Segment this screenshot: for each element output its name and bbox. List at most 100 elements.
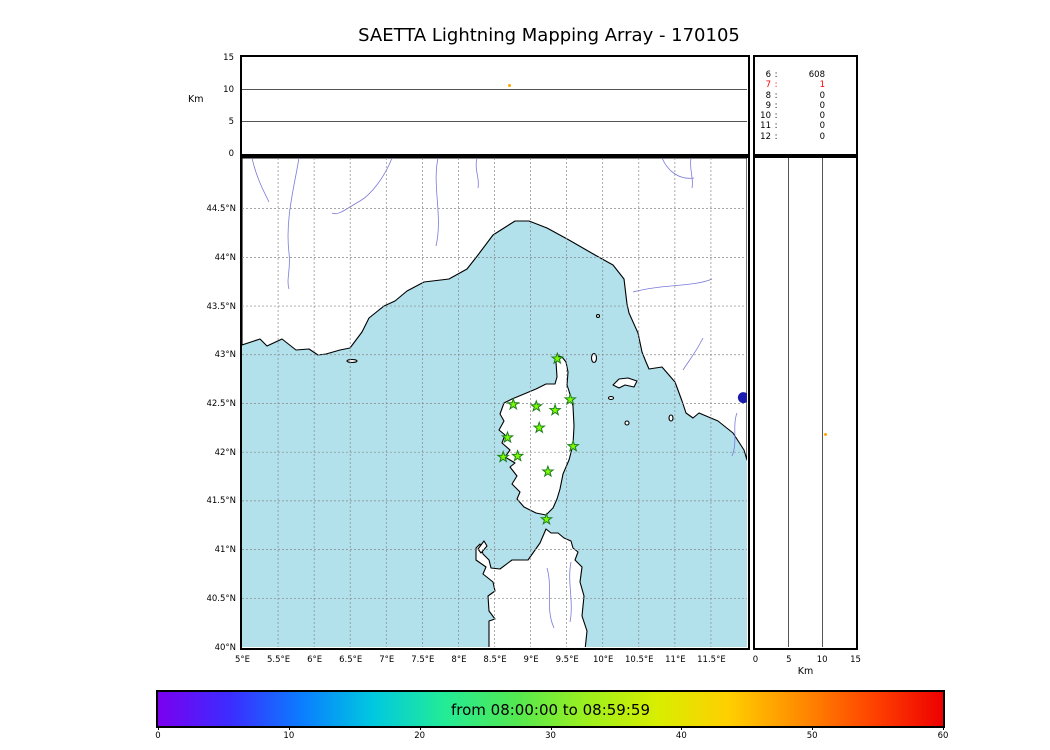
station-id: 8: [765, 90, 771, 101]
rivers: [251, 158, 738, 629]
longitude-tick-label: 5.5°E: [266, 655, 291, 665]
station-count-row: 10: 0: [755, 111, 856, 121]
latitude-tick-label: 41.5°N: [206, 496, 236, 507]
map-panel: [240, 156, 750, 650]
colorbar-title: from 08:00:00 to 08:59:59: [450, 701, 650, 719]
river: [287, 158, 300, 290]
station-count: 0: [819, 100, 825, 111]
map-grid: [242, 158, 747, 647]
colorbar-tick-label: 10: [283, 731, 295, 741]
altitude-tick-label: 5: [228, 116, 234, 127]
station-count-row: 11: 0: [755, 121, 856, 131]
station-star: [506, 397, 520, 411]
source-point: [824, 433, 828, 437]
station-count-row: 7: 1: [755, 80, 856, 90]
altitude-gridline: [242, 121, 747, 122]
source-point: [508, 83, 512, 87]
island-giglio: [668, 414, 674, 422]
island-montecristo: [624, 420, 630, 426]
longitude-tick-label: 6°E: [307, 655, 323, 665]
latitude-tick-label: 42°N: [214, 447, 236, 458]
station-count: 1: [819, 80, 825, 91]
altitude-latitude-panel: [753, 156, 858, 650]
map: [242, 158, 748, 648]
station-count: 0: [819, 121, 825, 132]
station-star: [532, 420, 546, 434]
altitude-gridline: [242, 89, 747, 90]
latitude-tick-label: 43.5°N: [206, 301, 236, 312]
station-count-row: 9: 0: [755, 101, 856, 111]
station-count: 0: [819, 90, 825, 101]
station-markers: [496, 351, 580, 526]
colorbar: from 08:00:00 to 08:59:59: [156, 690, 945, 728]
longitude-tick-label: 9°E: [523, 655, 539, 665]
longitude-tick-label: 11.5°E: [697, 655, 726, 665]
station-star: [539, 512, 554, 526]
island-capraia: [590, 352, 598, 364]
station-id: 11: [760, 121, 771, 132]
km-tick-label: 0: [752, 655, 759, 665]
river: [475, 158, 479, 189]
altitude-axis-label: Km: [188, 94, 204, 105]
colorbar-tick-label: 60: [937, 731, 949, 741]
altitude-time-panel: [240, 55, 750, 156]
latitude-tick-label: 44°N: [214, 252, 236, 263]
station-stats-panel: 6: 608 7: 1 8: 0 9: 0 10: 0 11: 0 12: 0: [753, 55, 858, 156]
station-id: 9: [765, 100, 771, 111]
island-gorgona: [595, 313, 601, 319]
colorbar-tick-label: 0: [155, 731, 161, 741]
longitude-tick-label: 10°E: [592, 655, 614, 665]
separator: :: [774, 121, 778, 132]
km-tick-label: 5: [786, 655, 792, 665]
separator: :: [774, 90, 778, 101]
station-id: 10: [760, 111, 771, 122]
coastline-mainland: [242, 158, 748, 461]
latitude-tick-label: 40°N: [214, 642, 236, 653]
landmasses: [242, 158, 748, 648]
separator: :: [774, 100, 778, 111]
longitude-tick-label: 10.5°E: [625, 655, 654, 665]
latitude-tick-label: 42.5°N: [206, 398, 236, 409]
longitude-tick-label: 8°E: [451, 655, 467, 665]
station-star: [550, 351, 564, 365]
station-id: 6: [765, 70, 771, 80]
river: [331, 158, 393, 215]
river: [251, 158, 270, 203]
station-star: [510, 449, 525, 462]
separator: :: [774, 70, 778, 80]
station-star: [541, 464, 555, 478]
island-porquerolles: [346, 358, 358, 364]
longitude-tick-label: 7°E: [379, 655, 395, 665]
station-id: 7: [765, 80, 771, 91]
station-count-row: 8: 0: [755, 91, 856, 101]
coastline-corsica: [498, 355, 575, 516]
colorbar-tick-label: 30: [545, 731, 556, 741]
river: [632, 278, 713, 293]
longitude-tick-label: 11°E: [665, 655, 686, 665]
station-star: [496, 449, 510, 463]
river: [569, 561, 572, 623]
lake-bolsena: [737, 392, 748, 404]
latitude-tick-label: 43°N: [214, 350, 236, 361]
latitude-tick-label: 44.5°N: [206, 204, 236, 215]
latitude-tick-label: 40.5°N: [206, 593, 236, 604]
altitude-tick-label: 0: [228, 148, 234, 159]
altitude-tick-label: 15: [223, 52, 234, 63]
river: [435, 158, 439, 247]
separator: :: [774, 131, 778, 142]
coastline-sardinia: [475, 528, 588, 648]
river: [682, 337, 704, 371]
island-pianosa: [607, 395, 615, 401]
station-star: [500, 430, 515, 444]
river: [546, 567, 555, 629]
station-star: [566, 439, 580, 453]
altitude-tick-label: 10: [223, 84, 234, 95]
colorbar-tick-label: 50: [806, 731, 818, 741]
station-count: 0: [819, 111, 825, 122]
km-tick-label: 15: [850, 655, 861, 665]
altitude-gridline: [788, 158, 790, 647]
island-elba: [612, 377, 638, 389]
colorbar-tick-label: 40: [675, 731, 687, 741]
colorbar-tick-label: 20: [414, 731, 426, 741]
